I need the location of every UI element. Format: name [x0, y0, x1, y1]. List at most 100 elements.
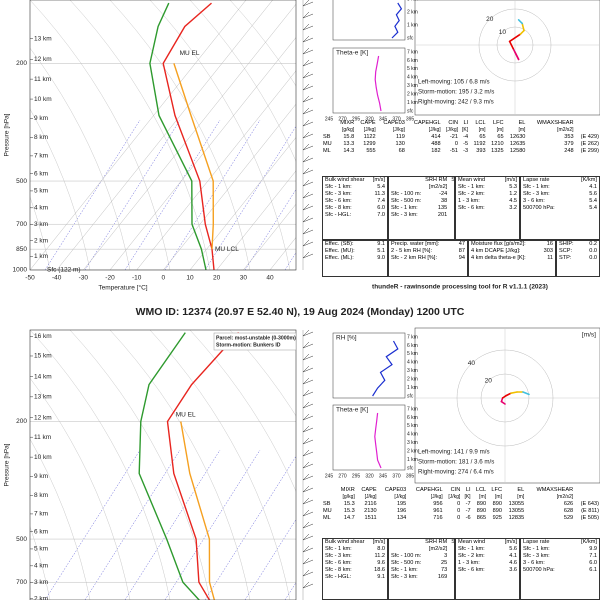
note: Parcel: most-unstable (0-3000m)	[216, 335, 296, 341]
parameter-box: Lapse rate [K/km] Sfc - 1 km: 4.1 Sfc - 3 km…	[520, 176, 600, 240]
box-table: Effec. (SB): 9.1 Effec. (MU): 5.1 Effec. (ML…	[323, 241, 387, 262]
box-cell: Sfc - 1 km:	[458, 546, 485, 552]
table-units: [m2/s2]	[556, 494, 574, 500]
mini-frame	[332, 47, 406, 114]
box-row: 4 km DCAPE [J/kg]: 303	[469, 248, 555, 255]
box-row: Sfc - 6 km: 7.4	[323, 198, 387, 205]
box-row: Sfc - 6 km: 3.2	[456, 205, 519, 212]
box-cell: Sfc - 1 km:	[523, 184, 550, 190]
box-cell: 5.3	[509, 184, 517, 190]
mini-km-label: 1 km	[407, 100, 418, 106]
mini-km-label: 4 km	[407, 360, 418, 366]
box-cell: 5.1	[377, 248, 385, 254]
storm-motion: Left-moving: 105 / 6.8 m/s	[418, 79, 490, 86]
height-label: 11 km	[34, 434, 51, 441]
box-row: Sfc - 6 km: 9.6	[323, 560, 387, 567]
mini-km-label: 1 km	[407, 385, 418, 391]
hodo-segment	[519, 29, 525, 36]
box-cell: 3 - 6 km:	[523, 560, 545, 566]
table-cell: 0	[454, 141, 458, 147]
table-cell: 15.3	[343, 508, 355, 514]
mini-km-label: 3 km	[407, 83, 418, 89]
box-row: Effec. (ML): 9.0	[323, 255, 387, 262]
height-label: 14 km	[34, 373, 52, 380]
height-label: 7 km	[34, 511, 48, 518]
mini-x-tick: 295	[352, 116, 361, 122]
hodo-segment	[512, 47, 520, 61]
profile-line	[166, 332, 240, 600]
table-cell: (E 811)	[581, 508, 599, 514]
box-cell: 5.6	[509, 546, 517, 552]
box-head-row: [m2/s2][m2/s2]	[389, 546, 454, 553]
dry-adiabat	[229, 330, 296, 417]
wind-barb	[302, 473, 314, 481]
wind-barb	[302, 425, 314, 433]
box-cell: Sfc - 100 m:	[391, 553, 422, 559]
x-axis-label: Temperature [°C]	[98, 284, 147, 292]
box-row: STP: 0.0	[557, 255, 599, 262]
table-header: LFC	[492, 120, 504, 126]
blank-cell	[322, 127, 335, 134]
table-units: [m]	[478, 127, 486, 133]
hodo-segment	[508, 40, 515, 50]
table-cell: 0	[457, 508, 461, 514]
wind-barb	[302, 119, 314, 127]
box-table: SRH RMSRH LM[m2/s2][m2/s2]Sfc - 100 m:35…	[389, 539, 454, 581]
box-head: [K/km]	[581, 177, 597, 183]
table-cell: 196	[396, 508, 407, 514]
height-label: 3 km	[34, 579, 48, 586]
box-cell: 0.0	[589, 255, 597, 261]
wind-barb	[302, 461, 314, 469]
table-header: WMAXSHEAR	[536, 487, 574, 493]
mini-km-label: 2 km	[407, 9, 418, 15]
y-tick-label: 200	[16, 60, 27, 67]
storm-motion: Left-moving: 141 / 9.9 m/s	[418, 449, 490, 456]
box-head: Mean wind	[458, 177, 486, 183]
box-row: Sfc - 1 km:13572	[389, 205, 454, 212]
notes-box	[213, 332, 297, 351]
x-tick-label: -20	[105, 275, 115, 282]
mini-x-tick: 345	[379, 473, 388, 479]
height-label: 7 km	[34, 153, 48, 160]
box-cell: 47	[458, 241, 465, 247]
profile-line	[173, 63, 215, 250]
box-row: Sfc - 1 km:73109	[389, 567, 454, 574]
mixing-ratio-line	[84, 449, 181, 600]
table-cell: 529	[563, 515, 574, 521]
box-row: 2 - 5 km RH [%]: 87	[389, 248, 467, 255]
mini-x-tick: 395	[406, 473, 415, 479]
box-row: Sfc - 8 km: 6.0	[323, 205, 387, 212]
y-tick-label: 500	[16, 536, 27, 543]
box-row: Sfc - 3 km: 11.2	[323, 553, 387, 560]
mini-frame	[332, 404, 406, 471]
table-cell: (E 262)	[580, 141, 599, 147]
box-cell: Sfc - HGL:	[325, 212, 352, 218]
box-table: Bulk wind shear [m/s] Sfc - 1 km: 8.0 Sfc - …	[323, 539, 387, 581]
box-table: Mean wind [m/s] Sfc - 1 km: 5.3 Sfc - 2 km: 1…	[456, 177, 519, 212]
box-head: [m2/s2]	[428, 184, 448, 190]
box-cell: 7.1	[589, 553, 597, 559]
mini-x-tick: 370	[392, 116, 401, 122]
box-row: 500700 hPa: 6.1	[521, 567, 599, 574]
box-cell: 0.2	[589, 241, 597, 247]
table-cell: MU	[323, 141, 332, 147]
table-cell: 130	[395, 141, 405, 147]
box-cell: Sfc - 8 km:	[325, 205, 352, 211]
table-units: [J/kg]	[430, 494, 443, 500]
table-row: ML 14.3 555 68 182 -51 -3 393 1325 12580 248 (E 299…	[322, 148, 600, 155]
box-cell: 3.6	[509, 567, 517, 573]
table-cell: SB	[323, 501, 331, 507]
wind-barb	[302, 401, 314, 409]
hodo-ring	[480, 373, 530, 423]
parameter-box: SRH RMSRH LM[m2/s2][m2/s2]Sfc - 100 m: -2…	[388, 176, 455, 240]
mini-profile	[374, 55, 382, 112]
box-head: Bulk wind shear	[325, 539, 365, 545]
isotherm	[216, 170, 296, 270]
box-cell: 8.0	[377, 546, 385, 552]
wind-barb	[302, 341, 314, 349]
table-cell: 716	[433, 515, 443, 521]
isotherm	[243, 203, 296, 270]
box-head: Lapse rate	[523, 177, 550, 183]
box-head: SRH RM	[425, 177, 448, 183]
isotherm	[136, 70, 296, 270]
